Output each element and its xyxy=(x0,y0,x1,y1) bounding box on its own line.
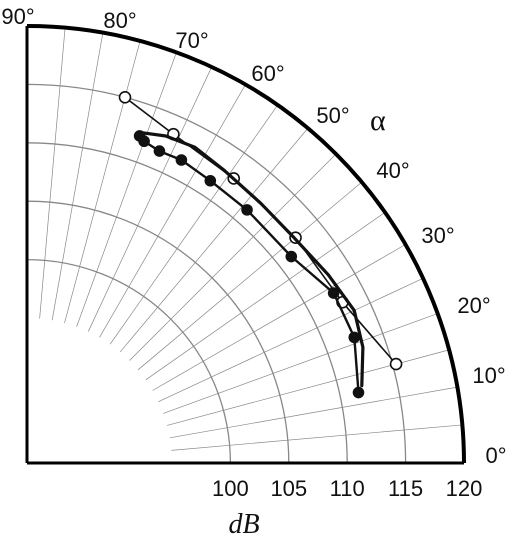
grid-arc xyxy=(26,142,348,464)
grid-arc xyxy=(26,258,232,464)
data-point-filled xyxy=(204,174,217,187)
grid-spoke xyxy=(169,386,458,439)
angle-tick-label: 20° xyxy=(457,293,490,318)
grid-spoke xyxy=(119,128,309,353)
radial-tick-label: 105 xyxy=(270,476,307,501)
data-point-filled xyxy=(352,386,365,399)
grid-spoke xyxy=(39,27,66,319)
angle-tick-label: 30° xyxy=(421,223,454,248)
grid-spoke xyxy=(109,104,278,345)
grid-spoke xyxy=(137,181,362,371)
radial-axis-title: dB xyxy=(228,509,259,540)
grid-arc xyxy=(26,83,407,464)
grid-spoke xyxy=(87,66,213,332)
radial-tick-label: 120 xyxy=(446,476,483,501)
angle-tick-label: 40° xyxy=(376,158,409,183)
grid-spoke xyxy=(171,424,463,451)
grid-spoke xyxy=(64,40,141,324)
data-point-filled xyxy=(348,331,361,344)
grid-layer xyxy=(25,24,466,465)
angle-tick-label: 50° xyxy=(316,103,349,128)
angle-tick-label: 60° xyxy=(251,61,284,86)
grid-spoke xyxy=(145,212,386,381)
grid-spoke xyxy=(51,32,104,321)
data-point-filled xyxy=(327,287,340,299)
angle-tick-label: 70° xyxy=(175,28,208,53)
data-point-open xyxy=(118,91,132,104)
grid-arc xyxy=(26,200,290,464)
grid-spoke xyxy=(76,52,177,327)
data-point-filled xyxy=(241,204,253,216)
angle-tick-label: 90° xyxy=(1,4,34,29)
data-point-open xyxy=(389,357,403,371)
angle-tick-label: 0° xyxy=(485,443,506,468)
data-point-filled xyxy=(285,250,298,263)
series-line-2 xyxy=(138,134,360,394)
grid-spoke xyxy=(163,313,438,414)
data-point-filled xyxy=(175,154,188,166)
outer-arc xyxy=(26,24,466,464)
radial-tick-label: 100 xyxy=(212,476,249,501)
grid-spoke xyxy=(152,244,406,391)
radial-tick-label: 110 xyxy=(330,476,365,501)
grid-spoke xyxy=(129,153,337,361)
angle-tick-label: 10° xyxy=(472,363,505,388)
radial-tick-label: 115 xyxy=(388,476,423,501)
grid-spoke xyxy=(166,349,450,426)
grid-spoke xyxy=(99,84,246,338)
grid-spoke xyxy=(158,277,424,403)
angle-axis-title: α xyxy=(370,104,386,137)
series-layer xyxy=(118,91,403,399)
series-line-3 xyxy=(139,131,365,388)
data-point-filled xyxy=(153,145,166,157)
angle-tick-label: 80° xyxy=(103,8,136,33)
